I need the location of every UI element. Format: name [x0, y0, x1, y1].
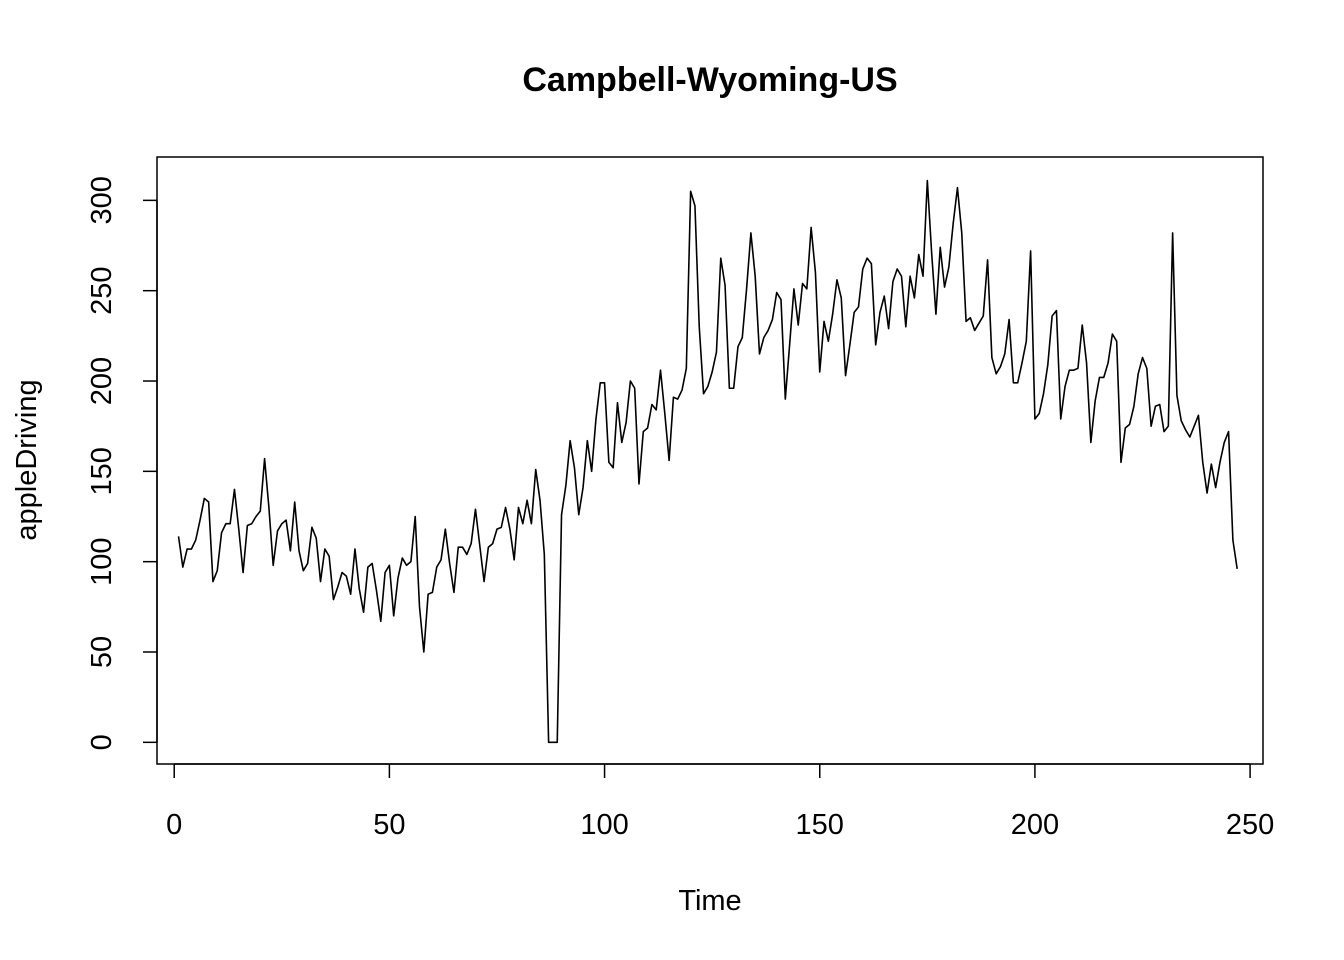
y-tick-label: 300 — [86, 176, 118, 224]
y-axis: 0 50 100 150 200 250 300 — [86, 176, 158, 750]
x-tick-label: 200 — [1011, 809, 1059, 841]
y-tick-label: 100 — [86, 537, 118, 585]
x-tick-label: 0 — [166, 809, 182, 841]
x-tick-label: 250 — [1226, 809, 1274, 841]
y-tick-label: 250 — [86, 266, 118, 314]
plot-frame — [156, 156, 1264, 765]
x-tick-label: 100 — [580, 809, 628, 841]
chart-title: Campbell-Wyoming-US — [522, 61, 897, 99]
x-axis: 0 50 100 150 200 250 — [166, 763, 1274, 841]
x-tick-label: 150 — [796, 809, 844, 841]
x-axis-label: Time — [678, 885, 741, 917]
y-tick-label: 150 — [86, 447, 118, 495]
y-axis-label: appleDriving — [11, 379, 43, 540]
y-tick-label: 0 — [86, 734, 118, 750]
y-tick-label: 200 — [86, 357, 118, 405]
series-line — [177, 179, 1238, 744]
x-tick-label: 50 — [373, 809, 405, 841]
y-tick-label: 50 — [86, 636, 118, 668]
